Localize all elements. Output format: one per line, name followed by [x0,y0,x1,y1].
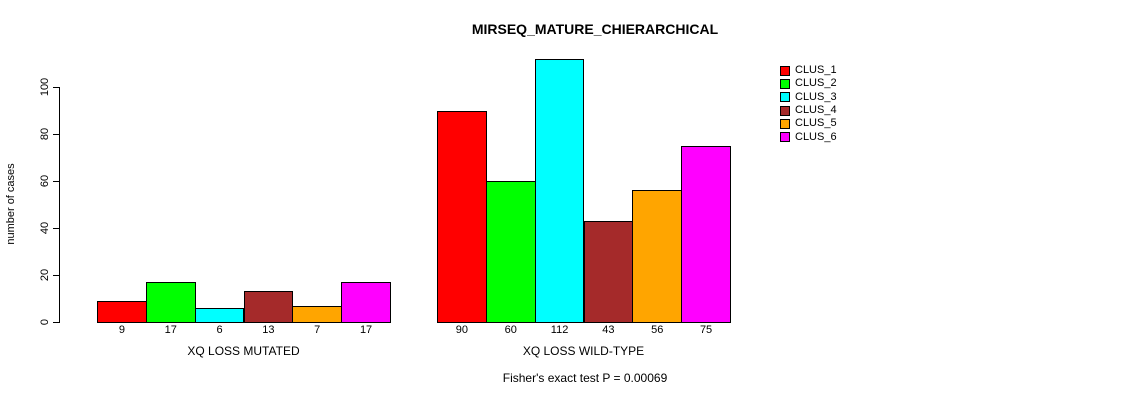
y-tick [53,228,59,229]
legend-item: CLUS_1 [780,64,837,77]
x-axis-group-label: XQ LOSS MUTATED [187,344,300,358]
bar-value-label: 7 [314,324,321,336]
legend-item: CLUS_3 [780,91,837,104]
legend-swatch [780,78,790,89]
bar-value-label: 13 [262,324,275,336]
bar-clus_3 [194,307,245,323]
y-tick [53,134,59,135]
y-tick-label: 40 [39,221,51,235]
legend-label: CLUS_4 [795,104,837,117]
y-tick [53,275,59,276]
legend-item: CLUS_5 [780,117,837,130]
bar-value-label: 17 [164,324,177,336]
bar-value-label: 90 [455,324,469,336]
fisher-test-annotation: Fisher's exact test P = 0.00069 [502,371,668,385]
legend-label: CLUS_3 [795,90,837,103]
y-tick-label: 0 [39,318,51,326]
y-tick [53,181,59,182]
y-axis-label: number of cases [5,163,17,245]
bar-clus_4 [243,291,294,323]
legend-label: CLUS_6 [795,130,837,143]
bar-clus_2 [485,181,536,323]
bar-value-label: 9 [118,324,125,336]
bar-clus_6 [341,282,391,323]
bar-clus_3 [534,58,585,323]
bar-value-label: 56 [651,324,664,336]
legend-item: CLUS_4 [780,104,837,117]
legend-swatch [780,105,790,116]
bar-value-label: 75 [699,324,713,336]
y-axis-line [59,87,60,323]
legend-swatch [780,65,790,76]
legend-swatch [780,118,790,129]
bar-clus_4 [583,220,634,323]
chart-title: MIRSEQ_MATURE_CHIERARCHICAL [471,21,719,37]
legend: CLUS_1 CLUS_2 CLUS_3 CLUS_4 CLUS_5 CLUS_6 [780,64,837,144]
bar-clus_2 [145,282,196,323]
y-tick [53,87,59,88]
legend-label: CLUS_5 [795,117,837,130]
bar-clus_1 [97,300,147,323]
bar-value-label: 60 [504,324,517,336]
y-tick-label: 80 [39,127,51,141]
bar-value-label: 43 [602,324,615,336]
legend-swatch [780,132,790,143]
bar-value-label: 6 [216,324,223,336]
legend-item: CLUS_2 [780,77,837,90]
y-tick-label: 60 [39,174,51,188]
y-tick-label: 20 [39,268,51,282]
bar-clus_1 [437,110,487,323]
bar-clus_6 [681,145,731,323]
y-tick-label: 100 [39,77,51,97]
x-axis-group-label: XQ LOSS WILD-TYPE [522,344,645,358]
legend-label: CLUS_2 [795,77,837,90]
bar-value-label: 17 [359,324,373,336]
bar-clus_5 [632,190,683,323]
legend-label: CLUS_1 [795,64,837,77]
legend-swatch [780,92,790,103]
y-tick [53,322,59,323]
legend-item: CLUS_6 [780,130,837,143]
bar-value-label: 112 [550,324,569,336]
bar-clus_5 [292,305,343,323]
